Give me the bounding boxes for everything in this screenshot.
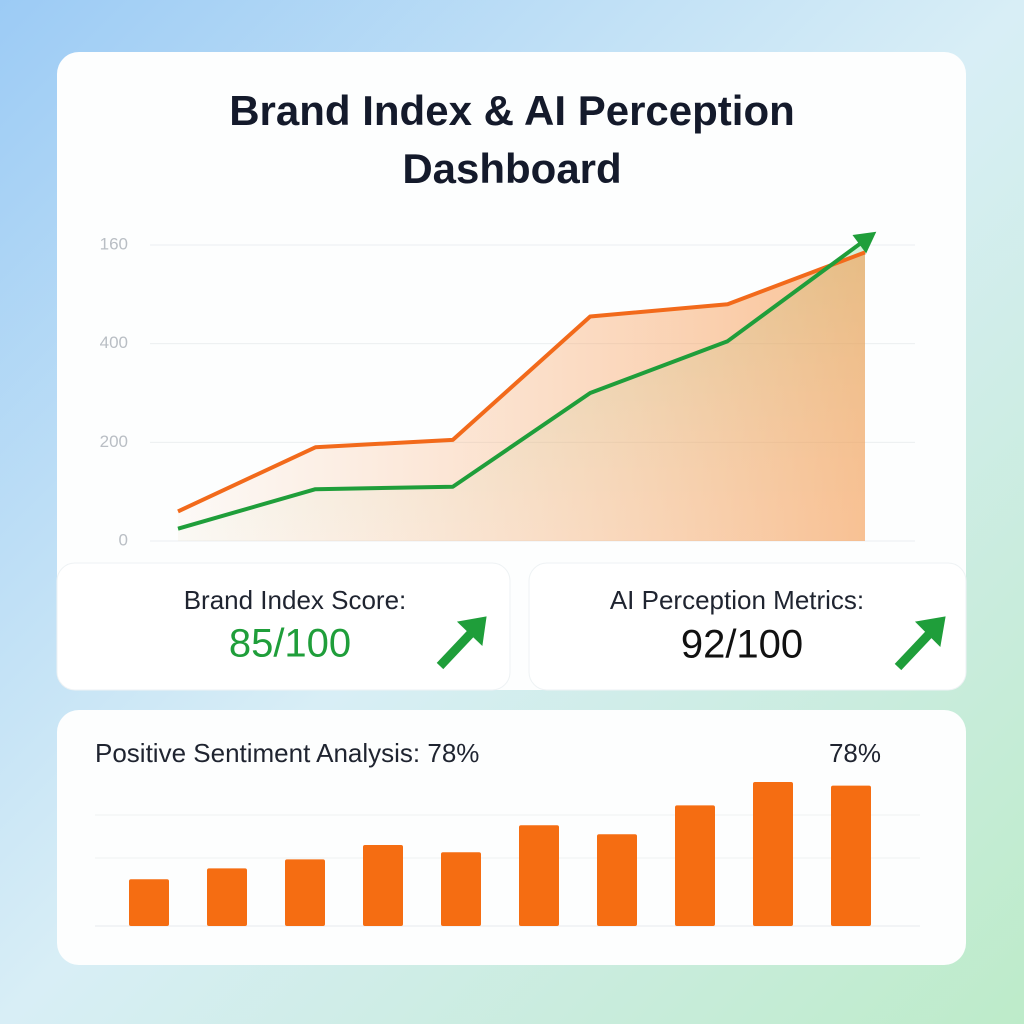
- bar: [519, 825, 559, 926]
- bar-annotation: 78%: [829, 738, 881, 768]
- bar: [285, 859, 325, 926]
- up-arrow: [894, 616, 946, 671]
- y-tick-label: 400: [100, 333, 128, 352]
- card-label: Brand Index Score:: [184, 585, 407, 615]
- title-line: Brand Index & AI Perception: [229, 87, 795, 134]
- title-line: Dashboard: [402, 145, 621, 192]
- bar-title: Positive Sentiment Analysis: 78%: [95, 738, 479, 768]
- bar: [753, 782, 793, 926]
- card-value: 92/100: [681, 623, 803, 667]
- arrow-head: [852, 231, 877, 254]
- bar: [831, 785, 871, 926]
- bar: [207, 868, 247, 926]
- title-part: Brand Index & AI Perception: [229, 87, 795, 134]
- sentiment-card: [57, 710, 966, 965]
- card-label: AI Perception Metrics:: [610, 585, 864, 615]
- series-line: [177, 238, 867, 531]
- title-part: Dashboard: [402, 145, 621, 192]
- score-card: [56, 562, 511, 691]
- bar: [597, 834, 637, 926]
- series-line: [177, 250, 866, 514]
- bar: [675, 805, 715, 926]
- up-arrow: [436, 616, 487, 670]
- y-tick-label: 0: [119, 530, 128, 549]
- card-value: 85/100: [229, 622, 351, 666]
- bar: [441, 852, 481, 926]
- series-area: [178, 252, 865, 541]
- bar: [363, 845, 403, 926]
- y-tick-label: 160: [100, 234, 128, 253]
- y-tick-label: 200: [100, 432, 128, 451]
- score-card: [528, 562, 967, 691]
- bar: [129, 879, 169, 926]
